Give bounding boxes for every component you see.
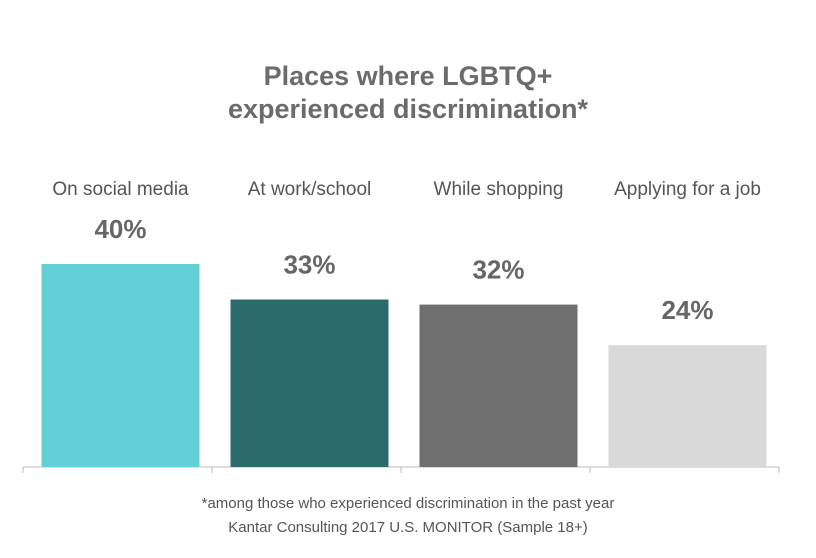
bar — [41, 264, 200, 467]
value-label: 32% — [472, 254, 524, 284]
category-label: On social media — [52, 179, 189, 200]
value-label: 33% — [283, 249, 335, 279]
bar — [608, 345, 767, 467]
bar — [230, 299, 389, 467]
category-label: While shopping — [434, 179, 564, 200]
source: Kantar Consulting 2017 U.S. MONITOR (Sam… — [228, 519, 587, 536]
bar — [419, 304, 578, 467]
category-label: At work/school — [248, 179, 372, 200]
footnote: *among those who experienced discriminat… — [202, 495, 615, 512]
value-label: 24% — [661, 295, 713, 325]
value-label: 40% — [94, 214, 146, 244]
category-label: Applying for a job — [614, 179, 761, 200]
chart-title: experienced discrimination* — [228, 94, 589, 124]
chart-title: Places where LGBTQ+ — [264, 61, 553, 91]
